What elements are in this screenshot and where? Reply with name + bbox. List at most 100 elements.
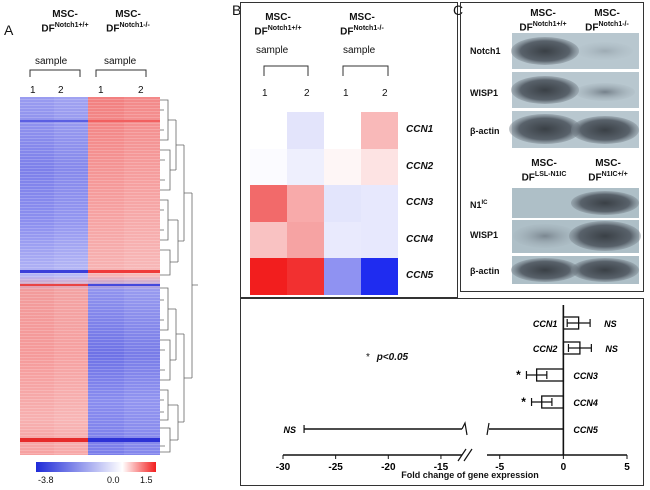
ccn-heatmap-row-label: CCN4: [406, 233, 434, 245]
heatmap-a-dendrogram: [160, 99, 198, 453]
ccn-heatmap: [250, 112, 398, 295]
sample-label-b-wt: sample: [256, 45, 289, 56]
wb-label-n1ic-base: N1: [470, 200, 482, 210]
b-replicate-2-wt: 2: [304, 88, 310, 99]
western-blot-images: [509, 33, 641, 284]
b-header-ko-base: DF: [340, 26, 354, 38]
ccn-heatmap-row-label: CCN5: [406, 270, 434, 281]
sample-label-a-ko: sample: [104, 56, 137, 67]
replicate-2-ko: 2: [138, 85, 144, 96]
b-replicate-2-ko: 2: [382, 88, 388, 99]
heatmap-b-brackets: [263, 65, 389, 76]
ccn-heatmap-labels: CCN1 CCN2 CCN3 CCN4 CCN5: [404, 112, 458, 295]
ccn-heatmap-cell: [250, 112, 287, 149]
ccn-heatmap-cell: [324, 185, 361, 222]
wb-label-n1ic-sup: IC: [481, 200, 488, 206]
panel-b-letter: B: [232, 2, 242, 18]
heatmap-b-header-wt: MSC- DFNotch1+/+: [242, 12, 314, 37]
b-replicate-1-wt: 1: [262, 88, 268, 99]
sample-label-a-wt: sample: [35, 56, 68, 67]
header-wt-base: DF: [41, 23, 55, 35]
x-tick-label: 0: [561, 462, 567, 473]
ccn-heatmap-cell: [250, 148, 287, 185]
ccn-heatmap-cell: [287, 185, 324, 222]
b-replicate-1-ko: 1: [343, 88, 349, 99]
wb-label-wisp1-top: WISP1: [470, 88, 499, 98]
ccn-heatmap-cell: [361, 112, 398, 149]
header-wt-sup: Notch1+/+: [54, 22, 89, 29]
sample-label-b-ko: sample: [343, 45, 376, 56]
ccn-heatmap-cell: [287, 221, 324, 258]
colorbar-max-label: 1.5: [140, 475, 153, 485]
bar-break: [461, 421, 468, 436]
wb-header-lsl-sup: LSL-N1IC: [534, 171, 567, 178]
significance-marker: NS: [604, 319, 617, 329]
significance-note-star: *: [366, 352, 370, 363]
header-ko-prefix: MSC-: [115, 9, 141, 20]
wb-header-lsl: MSC- DFLSL-N1IC: [508, 158, 580, 183]
wb-header-lsl-prefix: MSC-: [531, 158, 557, 169]
significance-marker: *: [516, 368, 521, 382]
replicate-2-wt: 2: [58, 85, 64, 96]
wb-header-n1ic-prefix: MSC-: [595, 158, 621, 169]
panel-c-frame: [460, 2, 644, 292]
header-ko-sup: Notch1-/-: [119, 22, 150, 29]
wb-header-wt-prefix: MSC-: [530, 8, 556, 19]
significance-marker: NS: [605, 344, 618, 354]
replicate-1-ko: 1: [98, 85, 104, 96]
heatmap-b-header-ko: MSC- DFNotch1-/-: [326, 12, 398, 37]
x-tick-label: -25: [328, 462, 343, 473]
bar-chart-xlabel: Fold change of gene expression: [401, 470, 539, 480]
panel-a-letter: A: [4, 22, 14, 38]
ccn-heatmap-row-label: CCN1: [406, 124, 434, 135]
ccn-heatmap-cell: [324, 148, 361, 185]
ccn-heatmap-cell: [250, 221, 287, 258]
bar-category-label: CCN5: [573, 425, 598, 435]
wb-label-notch1: Notch1: [470, 46, 501, 56]
wb-header-lsl-base: DF: [521, 172, 535, 184]
wb-header-n1ic-sup: N1IC+/+: [601, 171, 628, 178]
bar-category-label: CCN2: [533, 344, 558, 354]
wb-header-ko-base: DF: [585, 22, 599, 34]
bar-category-label: CCN1: [533, 319, 558, 329]
b-header-ko-sup: Notch1-/-: [353, 25, 384, 32]
heatmap-a-header-ko: MSC- DFNotch1-/-: [93, 9, 163, 34]
x-tick-label: 5: [624, 462, 630, 473]
ccn-heatmap-cell: [324, 112, 361, 149]
x-tick-label: -5: [495, 462, 504, 473]
b-header-ko-prefix: MSC-: [349, 12, 375, 23]
ccn-heatmap-cell: [361, 185, 398, 222]
ccn-heatmap-cell: [250, 258, 287, 295]
heatmap-a-header-wt: MSC- DFNotch1+/+: [30, 9, 100, 34]
b-header-wt-prefix: MSC-: [265, 12, 291, 23]
bar-chart-frame: [240, 298, 644, 486]
panel-c-letter: C: [453, 2, 464, 18]
ccn-heatmap-row-label: CCN2: [406, 160, 434, 172]
bar-break: [486, 422, 490, 436]
wb-label-n1ic: N1IC: [470, 200, 488, 210]
header-wt-prefix: MSC-: [52, 9, 78, 20]
header-ko-base: DF: [106, 23, 120, 35]
wb-header-n1ic-base: DF: [588, 172, 602, 184]
colorbar-mid-label: 0.0: [107, 475, 120, 485]
significance-marker: NS: [284, 425, 297, 435]
ccn-heatmap-cell: [250, 185, 287, 222]
wb-header-ko: MSC- DFNotch1-/-: [574, 8, 640, 33]
x-tick-label: -15: [434, 462, 449, 473]
wb-label-wisp1-bottom: WISP1: [470, 230, 499, 240]
wb-header-ko-prefix: MSC-: [594, 8, 620, 19]
ccn-heatmap-cell: [324, 258, 361, 295]
x-axis-break: [457, 448, 473, 462]
ccn-heatmap-cell: [361, 148, 398, 185]
ccn-heatmap-cell: [287, 258, 324, 295]
wb-header-wt-base: DF: [519, 22, 533, 34]
panel-b-frame: [240, 2, 458, 298]
b-header-wt-base: DF: [254, 26, 268, 38]
ccn-heatmap-cell: [287, 148, 324, 185]
wb-label-actin-top: β-actin: [470, 126, 500, 136]
wb-header-n1ic: MSC- DFN1IC+/+: [574, 158, 642, 183]
significance-note-text: p<0.05: [376, 352, 409, 363]
wb-header-wt: MSC- DFNotch1+/+: [510, 8, 576, 33]
significance-marker: *: [521, 395, 526, 409]
ccn-heatmap-cell: [361, 258, 398, 295]
